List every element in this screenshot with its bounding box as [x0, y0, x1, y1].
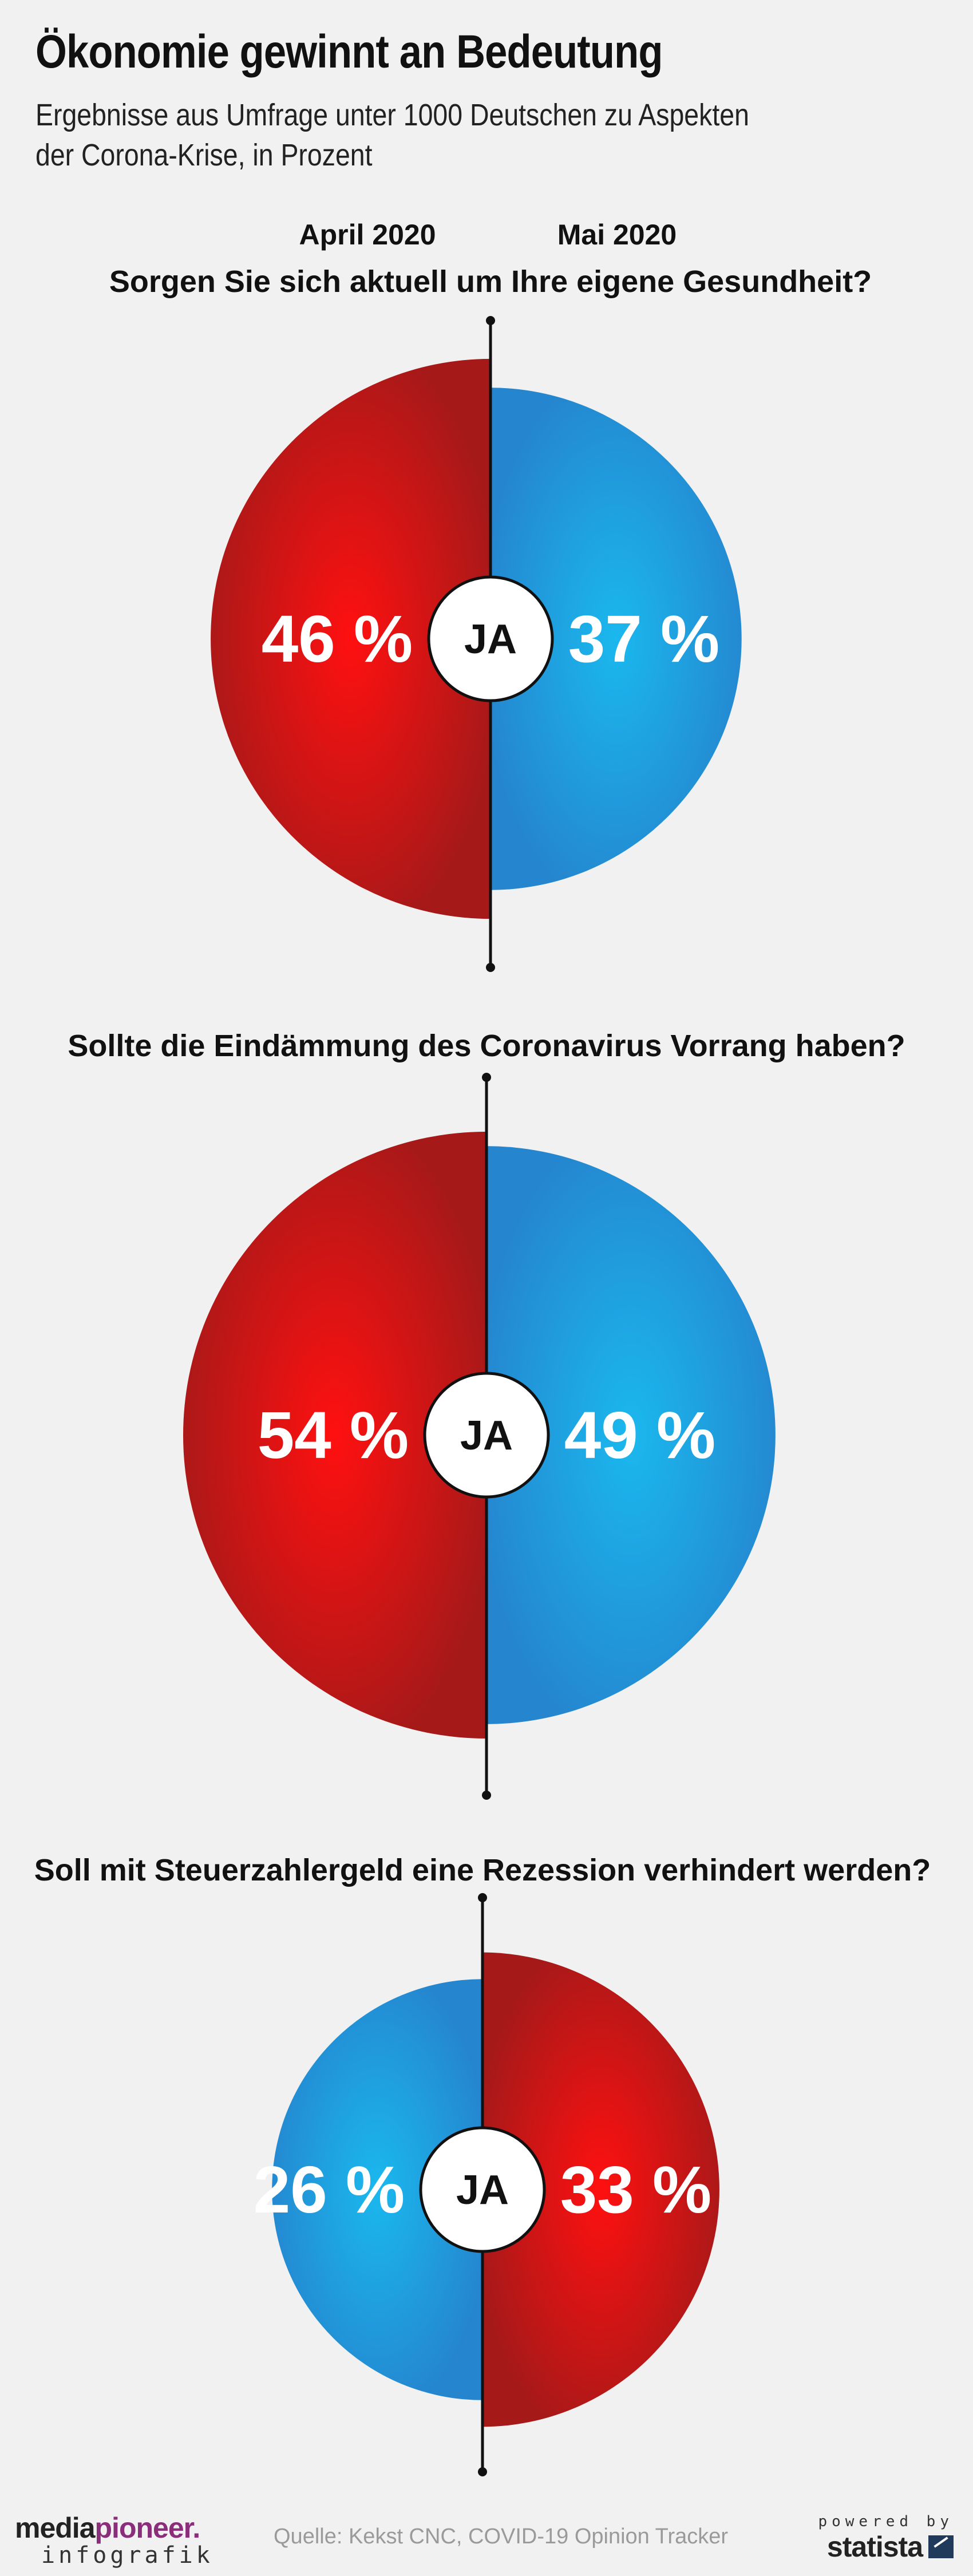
brand-sub: infografik: [41, 2542, 213, 2569]
value-label-left: 46 %: [262, 602, 413, 676]
powered-by-text: powered by: [818, 2513, 954, 2530]
divider-dot-top: [478, 1893, 487, 1902]
half-circle-left: [272, 1979, 482, 2400]
center-badge-label: JA: [460, 1413, 513, 1459]
chart-title: Ökonomie gewinnt an Bedeutung: [35, 26, 663, 78]
divider-dot-top: [482, 1073, 491, 1082]
value-label-right: 33 %: [560, 2152, 711, 2227]
brand-main: media: [15, 2512, 96, 2544]
question-label: Sollte die Eindämmung des Coronavirus Vo…: [68, 1029, 905, 1063]
mediapioneer-logo: mediapioneer. infografik: [15, 2513, 213, 2568]
statista-text: statista: [826, 2531, 923, 2563]
divider-dot-bottom: [486, 963, 495, 972]
center-badge: [419, 2126, 546, 2253]
legend-left-label: April 2020: [299, 219, 436, 251]
brand-accent: pioneer.: [94, 2512, 201, 2544]
half-circle-right: [491, 388, 742, 890]
divider-dot-bottom: [478, 2467, 487, 2476]
half-circle-left: [211, 358, 491, 919]
question-group-2: Sollte die Eindämmung des Coronavirus Vo…: [68, 1029, 905, 1800]
divider-dot-bottom: [482, 1791, 491, 1800]
question-label: Soll mit Steuerzahlergeld eine Rezession…: [34, 1853, 931, 1887]
center-badge-label: JA: [456, 2167, 509, 2213]
statista-icon: [928, 2535, 954, 2558]
value-label-left: 26 %: [254, 2152, 405, 2227]
question-label: Sorgen Sie sich aktuell um Ihre eigene G…: [109, 264, 872, 299]
value-label-left: 54 %: [258, 1398, 409, 1472]
question-group-1: Sorgen Sie sich aktuell um Ihre eigene G…: [109, 264, 872, 972]
divider-dot-top: [486, 316, 495, 325]
legend-right-label: Mai 2020: [557, 219, 677, 251]
center-badge: [423, 1372, 550, 1499]
center-badge-label: JA: [464, 617, 517, 662]
subtitle-line-1: Ergebnisse aus Umfrage unter 1000 Deutsc…: [35, 98, 749, 132]
value-label-right: 37 %: [568, 602, 719, 676]
half-circle-right: [482, 1952, 719, 2427]
chart-subtitle: Ergebnisse aus Umfrage unter 1000 Deutsc…: [35, 95, 749, 175]
value-label-right: 49 %: [564, 1398, 715, 1472]
subtitle-line-2: der Corona-Krise, in Prozent: [35, 138, 373, 172]
statista-logo: powered by statista: [818, 2513, 954, 2563]
question-group-3: Soll mit Steuerzahlergeld eine Rezession…: [34, 1853, 931, 2476]
half-circle-right: [486, 1146, 776, 1724]
half-circle-left: [183, 1132, 486, 1739]
center-badge: [427, 575, 554, 702]
source-note: Quelle: Kekst CNC, COVID-19 Opinion Trac…: [274, 2524, 729, 2549]
